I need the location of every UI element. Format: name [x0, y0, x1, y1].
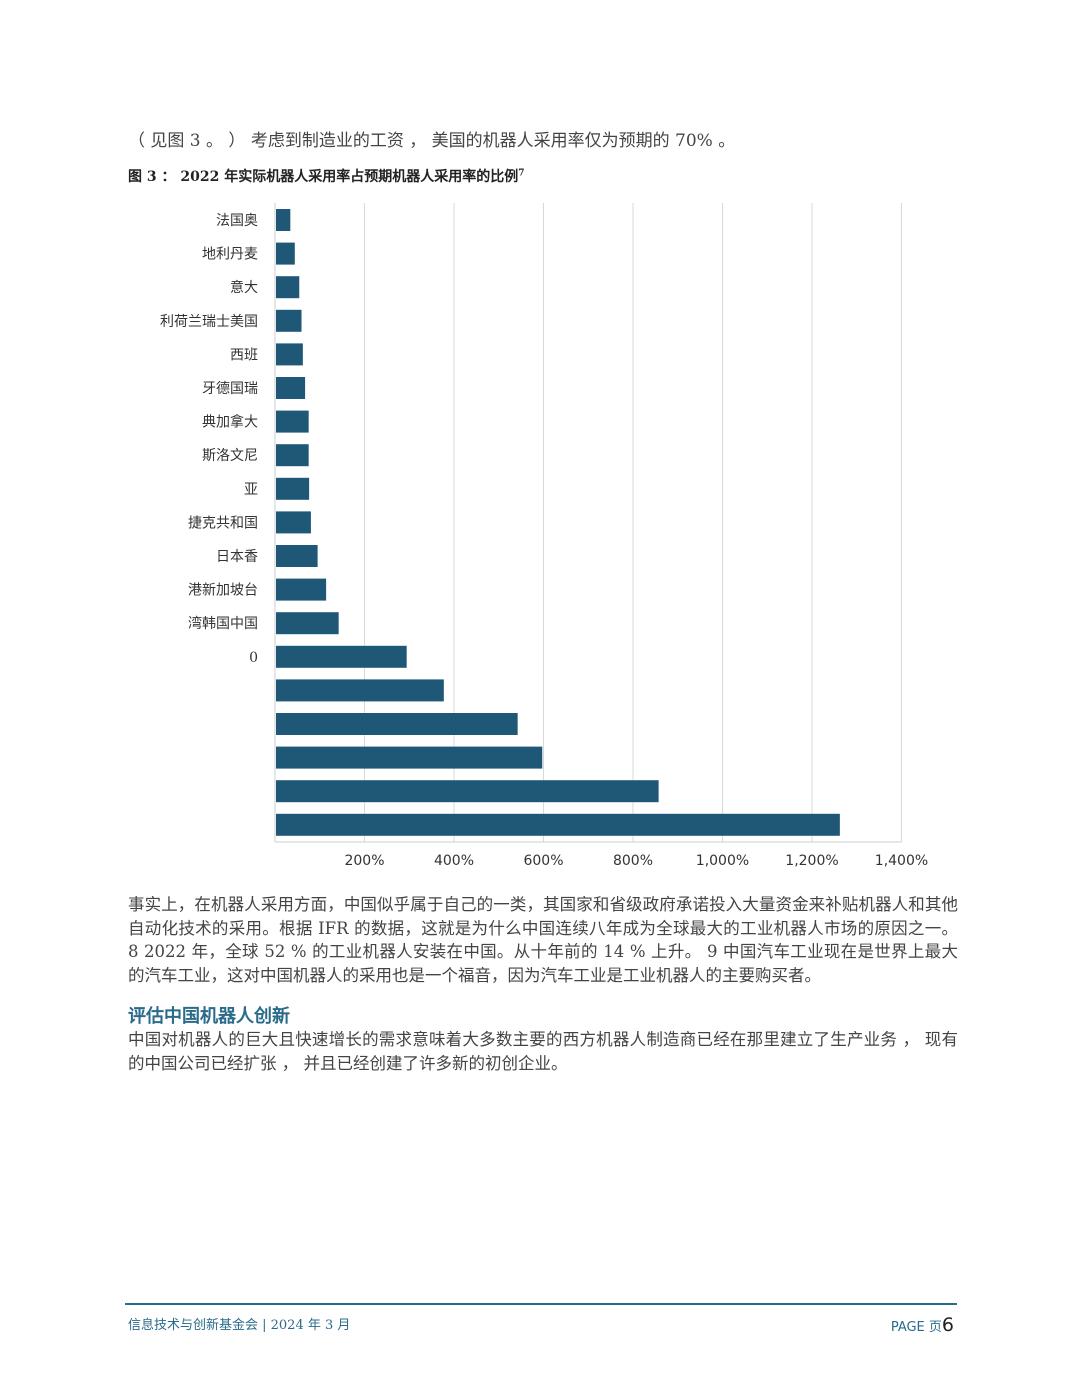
- bar: [276, 209, 291, 231]
- paragraph-china-adoption: 事实上，在机器人采用方面，中国似乎属于自己的一类，其国家和省级政府承诺投入大量资…: [128, 895, 958, 985]
- paragraph-innovation: 中国对机器人的巨大且快速增长的需求意味着大多数主要的西方机器人制造商已经在那里建…: [128, 1030, 958, 1073]
- category-label: 捷克共和国: [188, 515, 258, 531]
- bar: [276, 713, 518, 735]
- bar: [276, 444, 309, 467]
- x-tick-label: 1,200%: [785, 853, 838, 869]
- bar: [276, 746, 543, 769]
- category-label: 西班: [230, 347, 258, 363]
- category-label: 意大: [230, 279, 258, 296]
- page-number-value: 6: [941, 1314, 954, 1336]
- bar: [276, 343, 303, 366]
- category-label: 0: [249, 650, 258, 666]
- bar: [276, 578, 327, 601]
- bar: [276, 309, 302, 332]
- bar: [276, 612, 339, 635]
- bar: [276, 645, 407, 668]
- x-tick-label: 1,400%: [875, 853, 928, 869]
- page-number: PAGE 页6: [891, 1314, 954, 1336]
- bar: [276, 813, 840, 836]
- bar: [276, 679, 444, 702]
- category-label: 湾韩国中国: [188, 615, 258, 632]
- category-label: 亚: [244, 482, 258, 498]
- category-label: 利荷兰瑞士美国: [160, 314, 258, 330]
- bar: [276, 276, 300, 299]
- category-label: 典加拿大: [202, 414, 258, 431]
- bar-chart: 法国奥地利丹麦意大利荷兰瑞士美国西班牙德国瑞典加拿大斯洛文尼亚捷克共和国日本香港…: [160, 203, 928, 869]
- bar: [276, 242, 295, 265]
- intro-text: （ 见图 3 。 ） 考虑到制造业的工资 ， 美国的机器人采用率仅为预期的 70…: [128, 131, 736, 151]
- footer-rule: [125, 1303, 957, 1305]
- footer-org-date: 信息技术与创新基金会 | 2024 年 3 月: [128, 1318, 351, 1333]
- category-label: 日本香: [216, 549, 258, 565]
- page-label: PAGE 页: [890, 1320, 942, 1335]
- bar: [276, 477, 310, 500]
- category-label: 斯洛文尼: [202, 448, 258, 464]
- category-label: 牙德国瑞: [202, 381, 258, 397]
- bar: [276, 377, 306, 399]
- figure-footnote-ref: 7: [518, 168, 525, 179]
- x-tick-label: 800%: [613, 853, 653, 869]
- figure-title-text: 图 3 ： 2022 年实际机器人采用率占预期机器人采用率的比例: [128, 169, 519, 185]
- bar: [276, 545, 318, 567]
- figure-title: 图 3 ： 2022 年实际机器人采用率占预期机器人采用率的比例7: [128, 166, 524, 186]
- x-tick-label: 400%: [434, 853, 474, 869]
- bar: [276, 780, 659, 803]
- category-label: 地利丹麦: [202, 247, 258, 263]
- x-tick-label: 1,000%: [696, 853, 749, 869]
- x-tick-label: 200%: [344, 853, 384, 869]
- section-heading: 评估中国机器人创新: [128, 1006, 290, 1027]
- bar: [276, 511, 311, 534]
- bar: [276, 410, 309, 433]
- category-label: 法国奥: [216, 212, 258, 229]
- category-label: 港新加坡台: [188, 583, 258, 599]
- x-tick-label: 600%: [523, 853, 563, 869]
